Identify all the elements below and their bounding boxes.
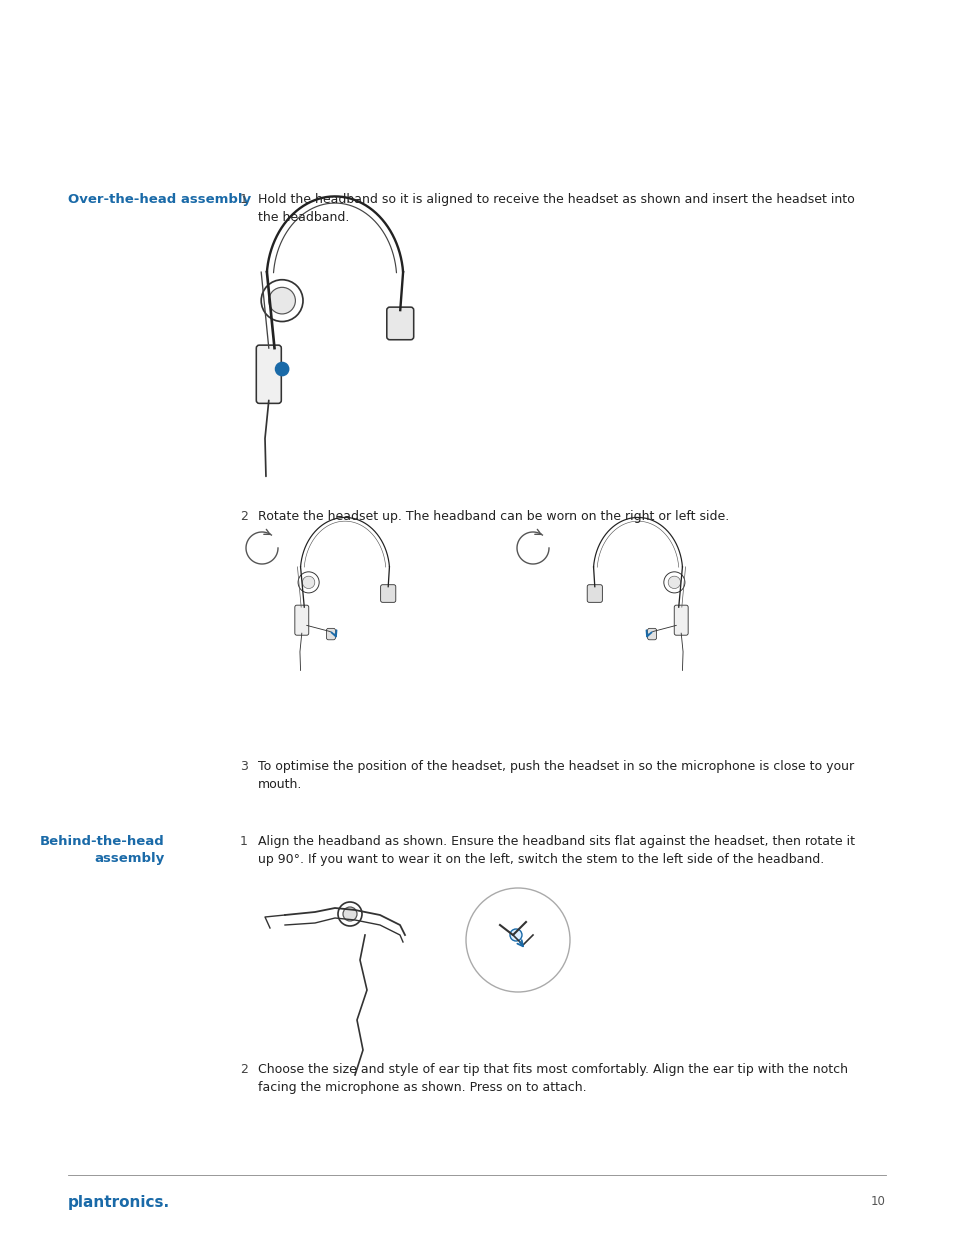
FancyBboxPatch shape (380, 584, 395, 603)
FancyBboxPatch shape (674, 605, 687, 635)
Text: Choose the size and style of ear tip that fits most comfortably. Align the ear t: Choose the size and style of ear tip tha… (257, 1063, 847, 1094)
Text: Over-the-head assembly: Over-the-head assembly (68, 193, 251, 206)
Text: 10: 10 (870, 1195, 885, 1208)
Circle shape (261, 280, 303, 321)
Text: To optimise the position of the headset, push the headset in so the microphone i: To optimise the position of the headset,… (257, 760, 853, 790)
Text: 1: 1 (240, 193, 248, 206)
Text: 3: 3 (240, 760, 248, 773)
Circle shape (510, 929, 521, 941)
Circle shape (465, 888, 569, 992)
Text: plantronics.: plantronics. (68, 1195, 170, 1210)
Circle shape (343, 906, 356, 921)
Circle shape (275, 362, 289, 375)
Circle shape (663, 572, 684, 593)
Circle shape (297, 572, 319, 593)
Text: Behind-the-head
assembly: Behind-the-head assembly (40, 835, 165, 864)
FancyBboxPatch shape (326, 629, 335, 640)
Text: Align the headband as shown. Ensure the headband sits flat against the headset, : Align the headband as shown. Ensure the … (257, 835, 854, 866)
Circle shape (337, 902, 361, 926)
FancyBboxPatch shape (386, 308, 414, 340)
Text: Hold the headband so it is aligned to receive the headset as shown and insert th: Hold the headband so it is aligned to re… (257, 193, 854, 224)
Circle shape (667, 577, 679, 589)
FancyBboxPatch shape (587, 584, 601, 603)
Circle shape (302, 577, 314, 589)
Text: 2: 2 (240, 1063, 248, 1076)
Circle shape (269, 288, 295, 314)
Text: 1: 1 (240, 835, 248, 848)
FancyBboxPatch shape (647, 629, 656, 640)
Text: Rotate the headset up. The headband can be worn on the right or left side.: Rotate the headset up. The headband can … (257, 510, 728, 522)
Text: 2: 2 (240, 510, 248, 522)
FancyBboxPatch shape (294, 605, 309, 635)
FancyBboxPatch shape (256, 345, 281, 404)
